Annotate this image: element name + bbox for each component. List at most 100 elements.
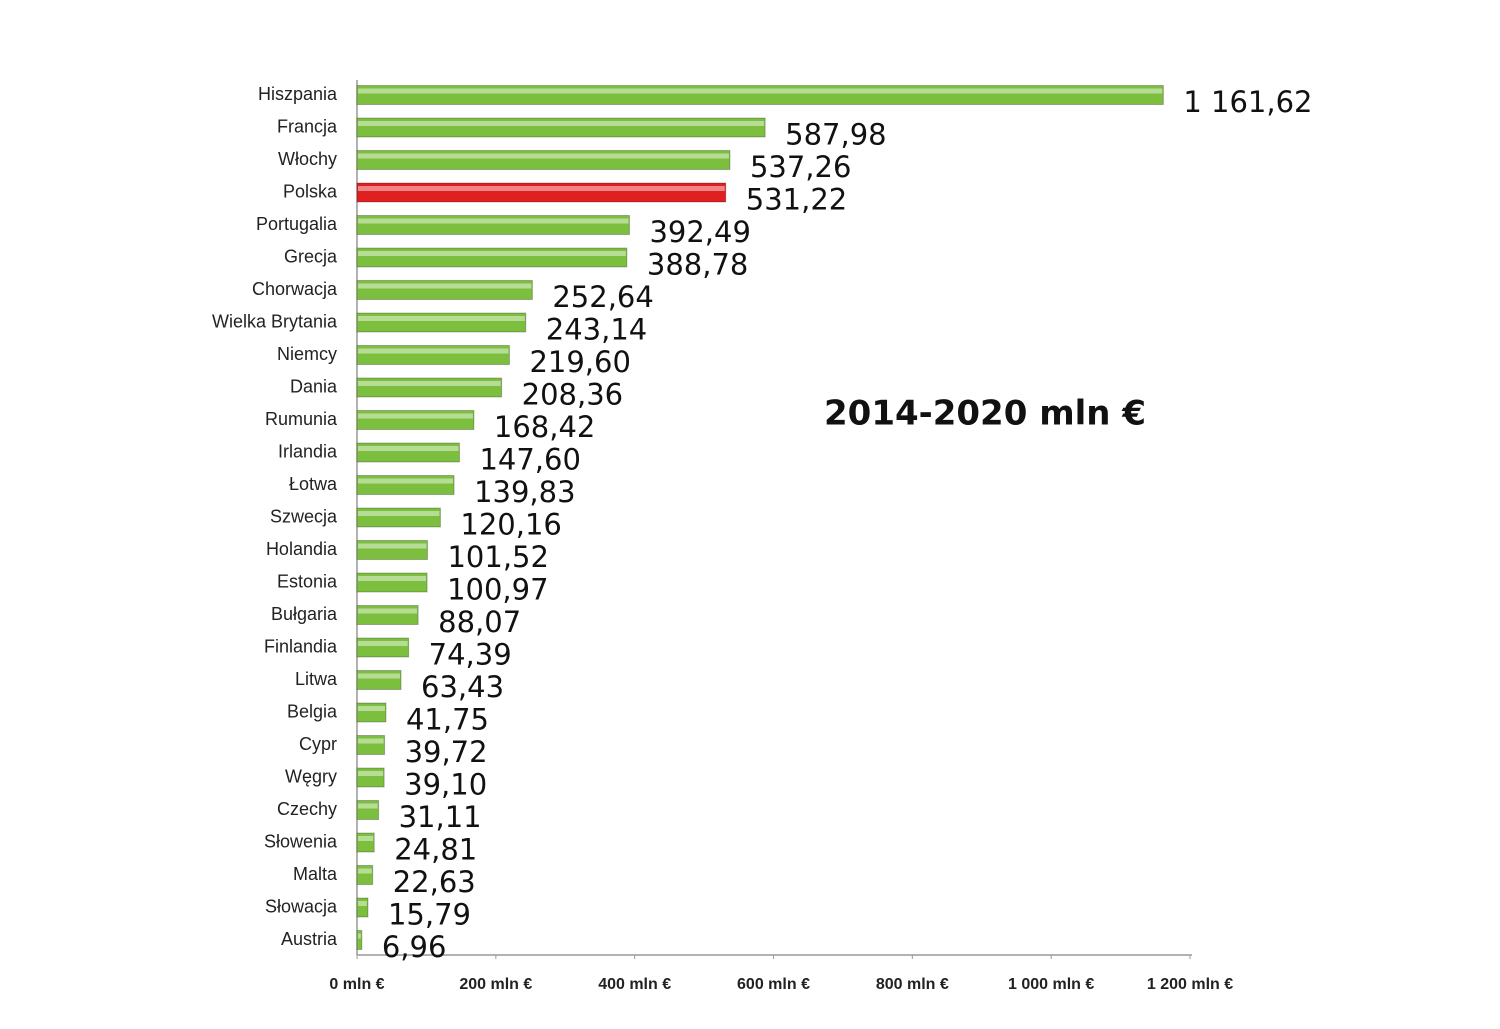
bar bbox=[356, 85, 1164, 105]
bar bbox=[356, 930, 363, 950]
value-label: 31,11 bbox=[399, 800, 482, 834]
y-tick-label: Portugalia bbox=[256, 214, 338, 234]
bar-highlight bbox=[358, 901, 367, 906]
bar bbox=[356, 280, 533, 300]
bar bbox=[356, 247, 628, 268]
bar bbox=[356, 182, 727, 203]
bar-highlight bbox=[358, 251, 626, 256]
y-tick-label: Belgia bbox=[287, 701, 338, 721]
x-tick-label: 1 200 mln € bbox=[1147, 976, 1233, 993]
bar-highlight bbox=[358, 673, 401, 679]
value-label: 392,49 bbox=[649, 215, 750, 249]
bar bbox=[356, 735, 386, 755]
y-tick-label: Bułgaria bbox=[271, 604, 338, 624]
bar-highlight bbox=[358, 413, 473, 419]
value-label: 39,10 bbox=[404, 768, 487, 802]
value-label: 120,16 bbox=[460, 508, 561, 542]
bar bbox=[356, 117, 766, 138]
bar-highlight bbox=[358, 153, 729, 159]
bar bbox=[356, 150, 731, 170]
value-label: 252,64 bbox=[552, 280, 653, 314]
bar-highlight bbox=[358, 283, 532, 289]
y-tick-label: Holandia bbox=[266, 539, 338, 559]
bar bbox=[356, 540, 428, 560]
y-tick-label: Dania bbox=[290, 376, 338, 396]
y-tick-label: Chorwacja bbox=[252, 279, 338, 299]
y-tick-label: Malta bbox=[293, 864, 338, 884]
value-label: 168,42 bbox=[494, 410, 595, 444]
bar bbox=[356, 637, 410, 658]
y-tick-label: Niemcy bbox=[277, 344, 337, 364]
bar-highlight bbox=[358, 608, 418, 614]
y-tick-label: Łotwa bbox=[289, 474, 338, 494]
bar-highlight bbox=[358, 316, 525, 321]
x-tick-label: 200 mln € bbox=[459, 976, 532, 993]
y-tick-label: Cypr bbox=[299, 734, 337, 754]
x-tick-label: 0 mln € bbox=[329, 976, 384, 993]
bar bbox=[356, 345, 510, 365]
bar bbox=[356, 572, 428, 593]
bar bbox=[356, 670, 402, 690]
value-label: 88,07 bbox=[438, 605, 521, 639]
bar bbox=[356, 410, 475, 430]
value-label: 74,39 bbox=[429, 638, 512, 672]
y-tick-label: Słowenia bbox=[264, 831, 338, 851]
x-tick-label: 1 000 mln € bbox=[1008, 976, 1094, 993]
bar-highlight bbox=[358, 446, 459, 451]
bar-highlight bbox=[358, 933, 361, 939]
bar bbox=[356, 215, 630, 235]
y-tick-label: Polska bbox=[283, 181, 338, 201]
value-label: 100,97 bbox=[447, 573, 548, 607]
y-tick-label: Węgry bbox=[285, 766, 337, 786]
y-tick-label: Czechy bbox=[277, 799, 337, 819]
value-label: 147,60 bbox=[479, 443, 580, 477]
bar-highlight bbox=[358, 121, 765, 126]
value-label: 537,26 bbox=[750, 150, 851, 184]
value-label: 1 161,62 bbox=[1183, 85, 1312, 119]
bar-highlight bbox=[358, 641, 408, 646]
y-tick-label: Estonia bbox=[277, 571, 338, 591]
bar-highlight bbox=[358, 186, 725, 191]
value-label: 208,36 bbox=[522, 378, 623, 412]
value-label: 39,72 bbox=[405, 735, 488, 769]
x-tick-label: 800 mln € bbox=[876, 976, 949, 993]
bar-highlight bbox=[358, 381, 501, 386]
bar-highlight bbox=[358, 836, 374, 841]
y-tick-label: Rumunia bbox=[265, 409, 338, 429]
bar bbox=[356, 475, 455, 495]
y-tick-label: Finlandia bbox=[264, 636, 338, 656]
bar bbox=[356, 767, 385, 788]
bar-highlight bbox=[358, 543, 427, 549]
value-label: 6,96 bbox=[382, 930, 447, 964]
y-tick-label: Austria bbox=[281, 929, 338, 949]
bar bbox=[356, 507, 441, 528]
bar bbox=[356, 605, 419, 625]
bar-highlight bbox=[358, 348, 509, 354]
bar-highlight bbox=[358, 803, 378, 809]
bar bbox=[356, 442, 460, 463]
bar-highlight bbox=[358, 88, 1163, 94]
y-tick-label: Francja bbox=[277, 116, 338, 136]
y-tick-label: Irlandia bbox=[278, 441, 338, 461]
x-tick-label: 600 mln € bbox=[737, 976, 810, 993]
bar bbox=[356, 377, 503, 398]
y-tick-label: Szwecja bbox=[270, 506, 338, 526]
bar bbox=[356, 865, 374, 885]
bar-highlight bbox=[358, 738, 384, 744]
bar bbox=[356, 702, 387, 723]
bar-highlight bbox=[358, 576, 427, 581]
y-tick-label: Słowacja bbox=[265, 896, 338, 916]
bar-highlight bbox=[358, 218, 629, 224]
value-label: 41,75 bbox=[406, 703, 489, 737]
bar-highlight bbox=[358, 771, 384, 776]
bar-highlight bbox=[358, 478, 454, 484]
value-label: 531,22 bbox=[746, 183, 847, 217]
value-label: 219,60 bbox=[529, 345, 630, 379]
value-label: 15,79 bbox=[388, 898, 471, 932]
bar bbox=[356, 897, 369, 918]
value-label: 101,52 bbox=[447, 540, 548, 574]
value-label: 388,78 bbox=[647, 248, 748, 282]
value-label: 24,81 bbox=[394, 833, 477, 867]
